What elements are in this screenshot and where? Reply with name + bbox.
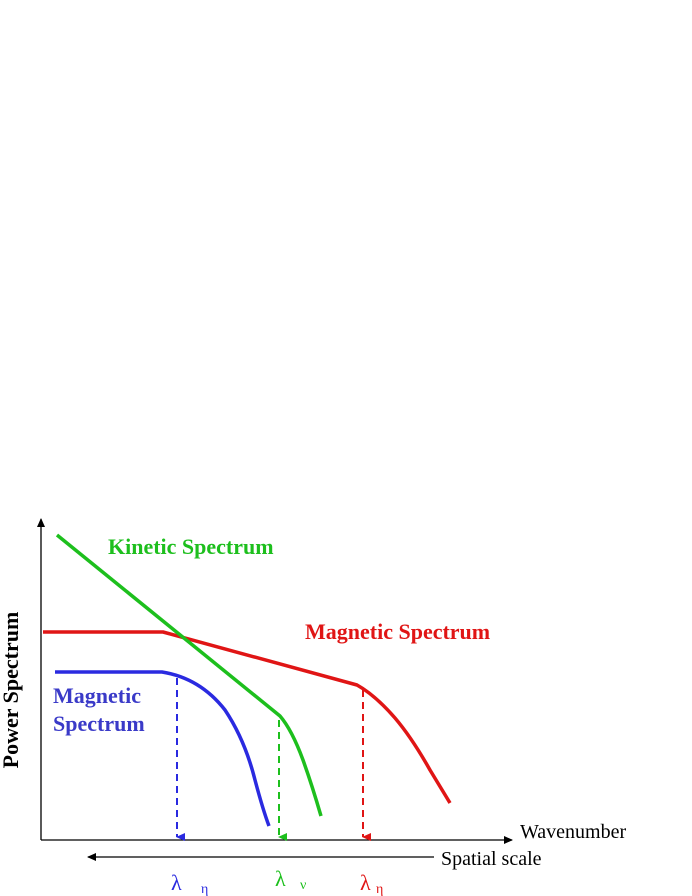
- magnetic-spectrum-blue-curve: [55, 670, 271, 827]
- lambda-nu-green-symbol: λ: [275, 866, 286, 891]
- lambda-eta-red-symbol: λ: [360, 870, 371, 895]
- lambda-eta-blue-symbol: λ: [171, 870, 182, 895]
- magnetic-spectrum-red-label: Magnetic Spectrum: [305, 619, 490, 644]
- magnetic-spectrum-blue-label-line1: Magnetic: [53, 683, 141, 708]
- kinetic-spectrum-curve: [55, 533, 323, 817]
- x-axis-label: Wavenumber: [520, 821, 626, 843]
- spatial-scale-label: Spatial scale: [441, 848, 542, 870]
- lambda-eta-blue-subscript: η: [201, 882, 208, 896]
- lambda-nu-green-subscript: ν: [300, 878, 306, 893]
- lambda-eta-blue-marker: λ η: [171, 870, 208, 896]
- y-axis-label: Power Spectrum: [0, 612, 23, 769]
- kinetic-spectrum-label: Kinetic Spectrum: [108, 534, 274, 559]
- lambda-nu-green-marker: λ ν: [275, 866, 306, 893]
- lambda-eta-red-marker: λ η: [360, 870, 383, 896]
- magnetic-spectrum-blue-label-line2: Spectrum: [53, 711, 145, 736]
- magnetic-spectrum-red-curve: [43, 630, 452, 804]
- lambda-eta-red-subscript: η: [376, 882, 383, 896]
